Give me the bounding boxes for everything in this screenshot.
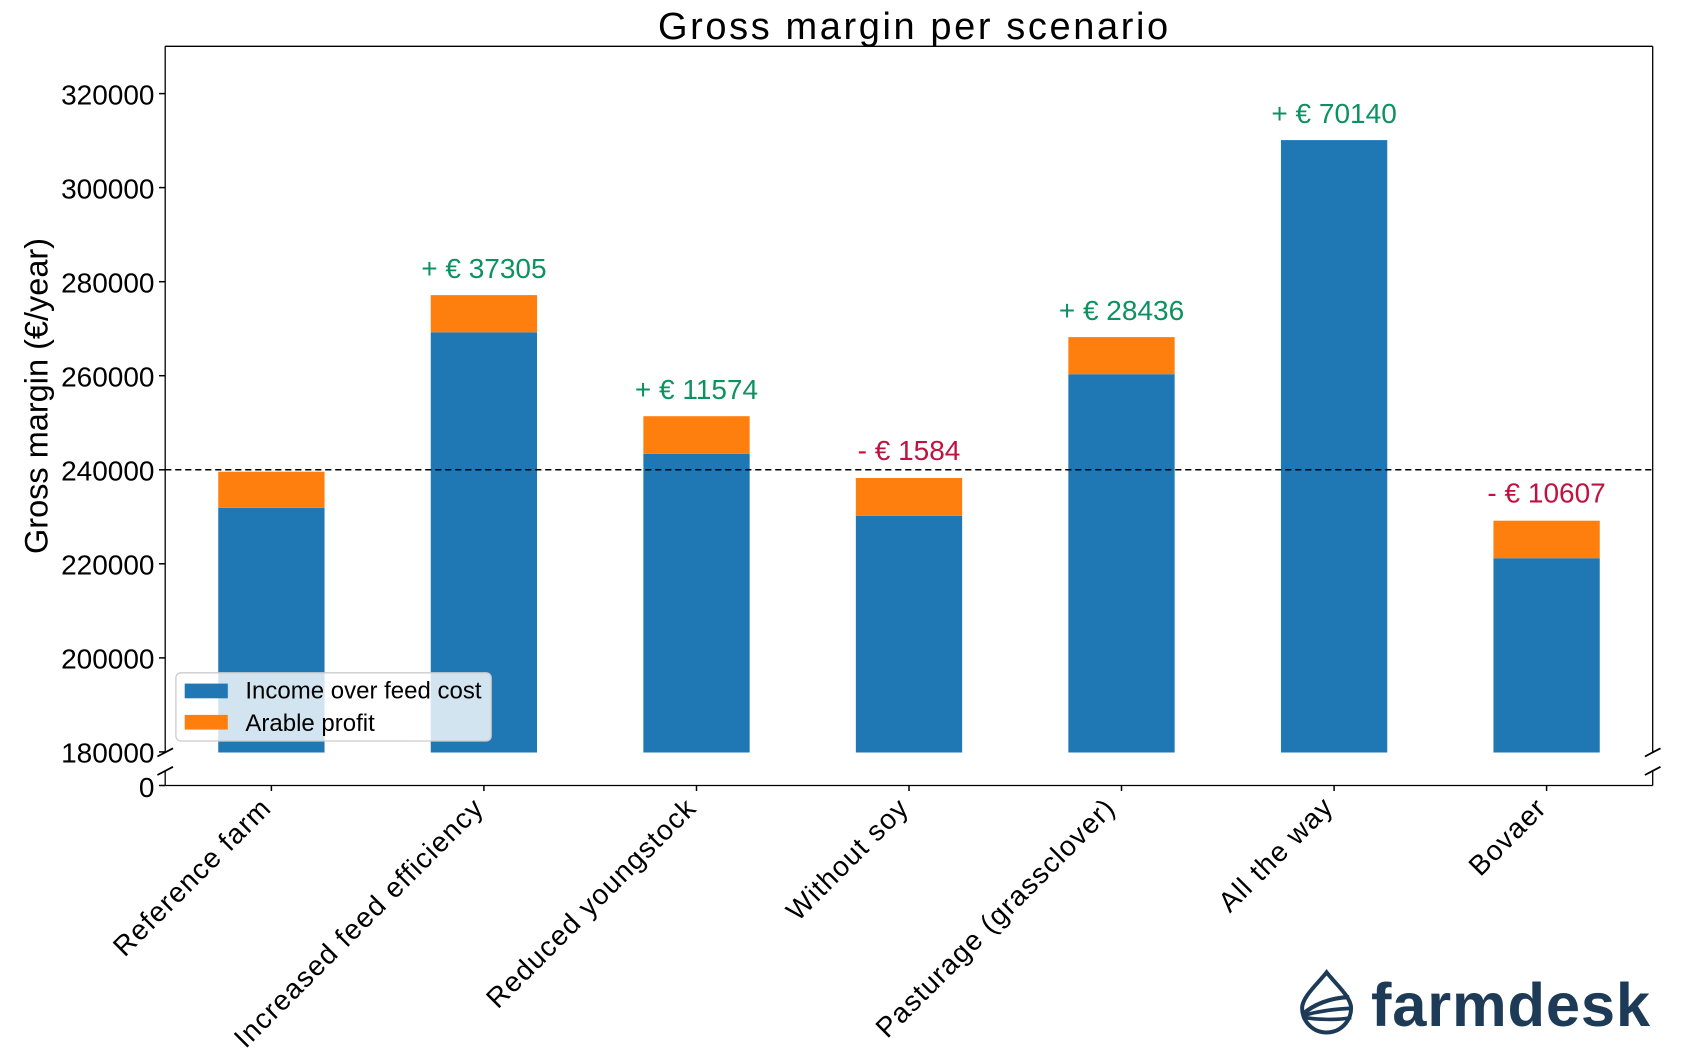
svg-text:240000: 240000 <box>61 456 154 487</box>
svg-text:- € 10607: - € 10607 <box>1487 478 1605 509</box>
svg-text:Income over feed cost: Income over feed cost <box>245 678 481 705</box>
svg-text:+ € 28436: + € 28436 <box>1059 295 1184 326</box>
svg-text:+ € 11574: + € 11574 <box>635 374 758 405</box>
svg-text:200000: 200000 <box>61 644 154 675</box>
svg-text:- € 1584: - € 1584 <box>858 435 961 466</box>
svg-text:+ € 37305: + € 37305 <box>421 253 546 284</box>
svg-text:Arable profit: Arable profit <box>245 710 375 737</box>
svg-text:0: 0 <box>139 772 155 803</box>
svg-text:320000: 320000 <box>61 79 154 110</box>
svg-text:300000: 300000 <box>61 173 154 204</box>
svg-text:Gross margin (€/year): Gross margin (€/year) <box>19 238 55 554</box>
svg-text:220000: 220000 <box>61 550 154 581</box>
svg-text:280000: 280000 <box>61 268 154 299</box>
svg-text:Gross margin per scenario: Gross margin per scenario <box>658 6 1171 48</box>
svg-text:+ € 70140: + € 70140 <box>1271 98 1396 129</box>
svg-text:260000: 260000 <box>61 362 154 393</box>
svg-text:farmdesk: farmdesk <box>1371 971 1651 1040</box>
svg-text:180000: 180000 <box>61 738 154 769</box>
